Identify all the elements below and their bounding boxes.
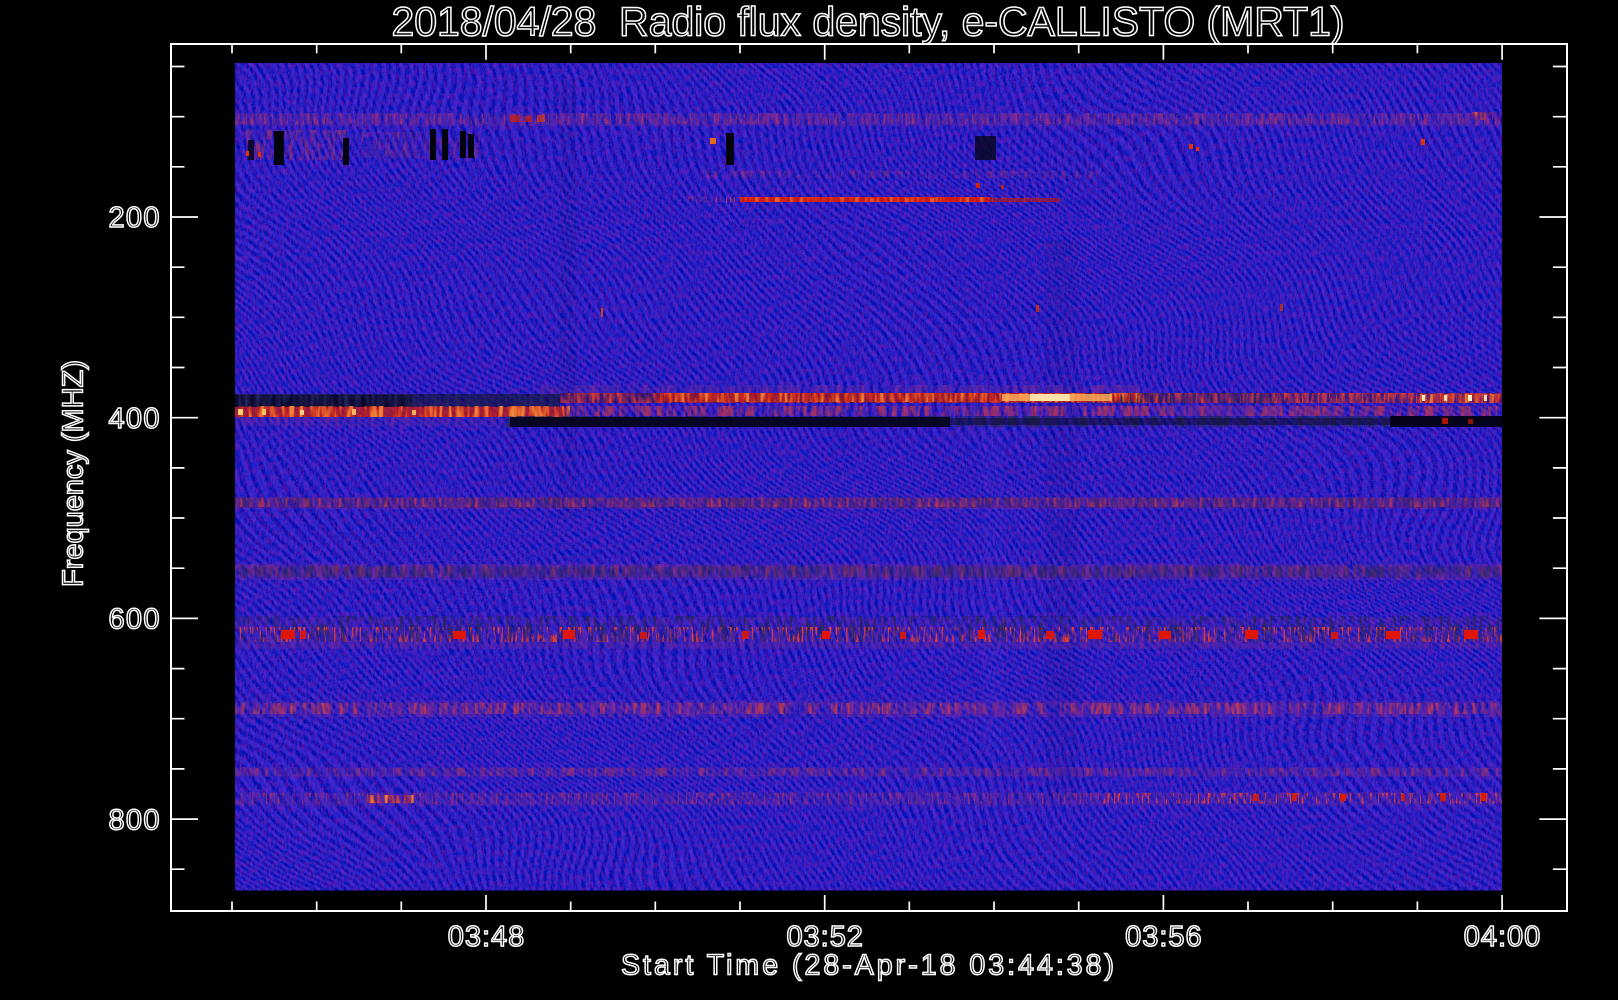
svg-text:2018/04/28 Radio flux density: 2018/04/28 Radio flux density, e-CALLIST… (392, 0, 1345, 45)
svg-text:03:48: 03:48 (448, 921, 525, 953)
svg-text:200: 200 (109, 202, 160, 234)
svg-text:04:00: 04:00 (1464, 921, 1541, 953)
svg-text:400: 400 (109, 403, 160, 435)
svg-text:600: 600 (109, 604, 160, 636)
svg-text:Frequency (MHZ): Frequency (MHZ) (58, 360, 90, 587)
svg-text:Start Time (28-Apr-18 03:44:38: Start Time (28-Apr-18 03:44:38) (621, 950, 1114, 982)
svg-text:03:56: 03:56 (1125, 921, 1202, 953)
svg-text:800: 800 (109, 804, 160, 836)
svg-text:03:52: 03:52 (786, 921, 863, 953)
